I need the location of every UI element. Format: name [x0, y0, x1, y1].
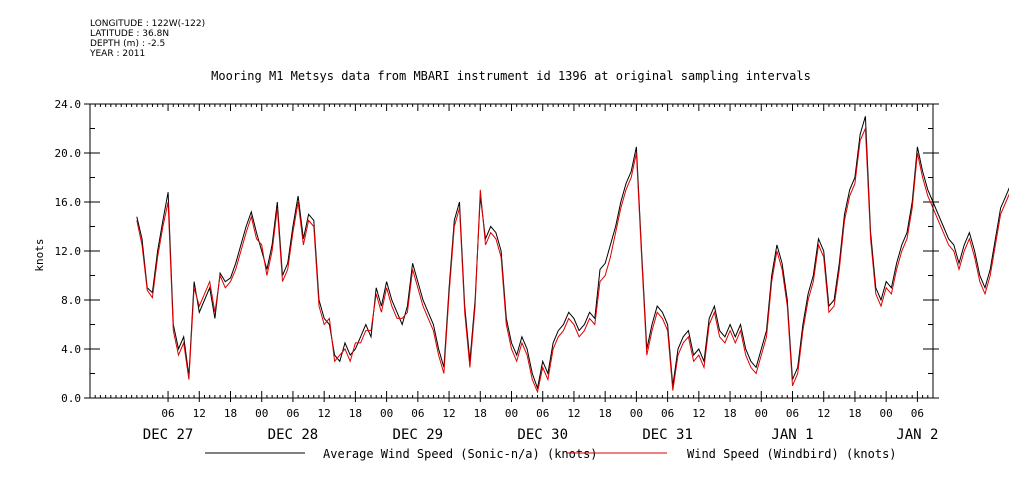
- y-tick-label: 12.0: [55, 245, 82, 258]
- x-tick-label: 06: [786, 407, 799, 420]
- x-tick-label: 18: [723, 407, 736, 420]
- x-day-label: JAN 1: [771, 427, 813, 443]
- chart-title: Mooring M1 Metsys data from MBARI instru…: [211, 69, 811, 83]
- x-tick-label: 18: [848, 407, 861, 420]
- y-tick-label: 16.0: [55, 196, 82, 209]
- x-day-label: DEC 28: [268, 427, 319, 443]
- series-line-windbird: [136, 128, 1009, 394]
- x-day-label: JAN 2: [896, 427, 938, 443]
- x-day-label: DEC 27: [143, 427, 194, 443]
- y-axis-label: knots: [33, 238, 46, 271]
- y-tick-label: 4.0: [61, 343, 81, 356]
- x-tick-label: 06: [911, 407, 924, 420]
- x-tick-label: 00: [755, 407, 768, 420]
- y-tick-label: 8.0: [61, 294, 81, 307]
- x-tick-label: 18: [474, 407, 487, 420]
- x-tick-label: 06: [536, 407, 549, 420]
- x-tick-label: 18: [224, 407, 237, 420]
- x-tick-label: 12: [442, 407, 455, 420]
- latitude-label: LATITUDE : 36.8N: [90, 29, 170, 39]
- x-tick-label: 12: [817, 407, 830, 420]
- depth-label: DEPTH (m) : -2.5: [90, 39, 166, 49]
- tick-layer: 06 12 18 00 06 12 18 00 06 12 18 00 06 12 18 00 06 12 18 00…: [55, 98, 939, 443]
- series-line-average: [136, 116, 1009, 391]
- x-tick-label: 06: [661, 407, 674, 420]
- x-day-label: DEC 31: [642, 427, 693, 443]
- y-tick-label: 24.0: [55, 98, 82, 111]
- x-tick-label: 06: [411, 407, 424, 420]
- x-tick-label: 18: [599, 407, 612, 420]
- x-tick-label: 00: [880, 407, 893, 420]
- x-tick-label: 12: [193, 407, 206, 420]
- metadata-block: LONGITUDE : 122W(-122) LATITUDE : 36.8N …: [90, 19, 205, 59]
- x-tick-label: 00: [630, 407, 643, 420]
- x-tick-label: 00: [255, 407, 268, 420]
- legend-label-windbird: Wind Speed (Windbird) (knots): [687, 447, 897, 461]
- x-tick-label: 12: [318, 407, 331, 420]
- x-tick-label: 00: [505, 407, 518, 420]
- longitude-label: LONGITUDE : 122W(-122): [90, 19, 206, 29]
- x-tick-label: 12: [692, 407, 705, 420]
- x-day-label: DEC 30: [517, 427, 568, 443]
- x-day-label: DEC 29: [393, 427, 444, 443]
- x-tick-label: 12: [567, 407, 580, 420]
- x-tick-label: 06: [286, 407, 299, 420]
- x-tick-label: 06: [161, 407, 174, 420]
- x-tick-label: 00: [380, 407, 393, 420]
- y-tick-label: 20.0: [55, 147, 82, 160]
- series-layer: [136, 116, 1009, 394]
- x-tick-label: 18: [349, 407, 362, 420]
- legend-label-average: Average Wind Speed (Sonic-n/a) (knots): [323, 447, 598, 461]
- y-tick-label: 0.0: [61, 392, 81, 405]
- plot-frame: [89, 103, 934, 399]
- year-label: YEAR : 2011: [90, 49, 146, 59]
